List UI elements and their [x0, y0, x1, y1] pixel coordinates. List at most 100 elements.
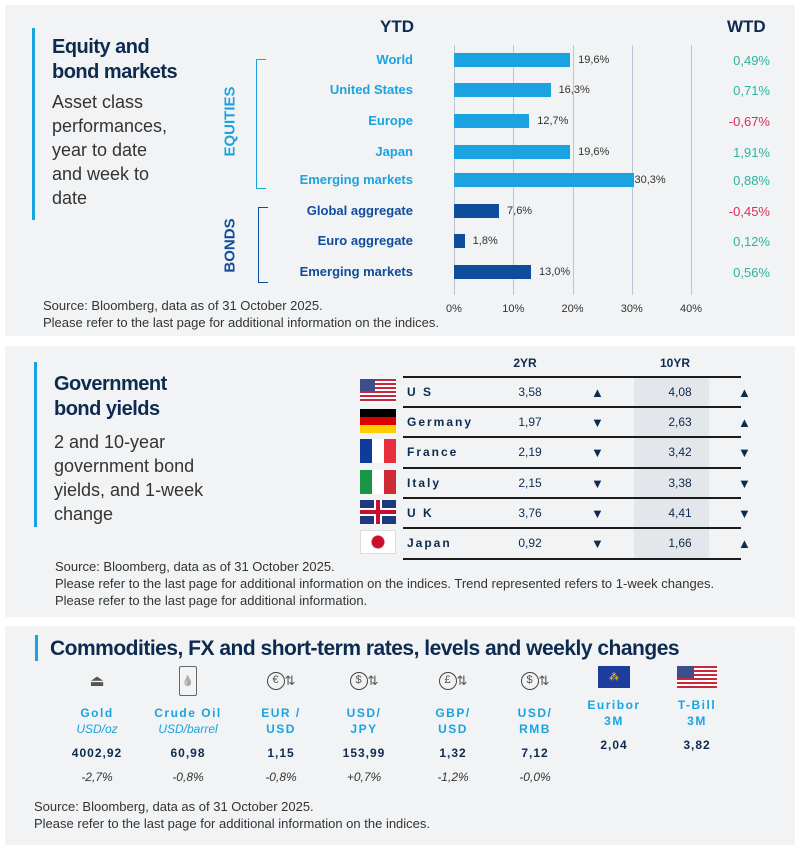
item-name: Gold [80, 706, 114, 720]
fr-flag-icon [360, 439, 396, 464]
yield-2yr: 2,19 [518, 445, 542, 460]
yield-10yr: 3,38 [668, 475, 692, 490]
item-value: 1,15 [267, 746, 295, 760]
item-value: 60,98 [170, 746, 206, 760]
commodity-item: ⁂ Euribor 3M 2,04 [569, 664, 659, 776]
eu-flag-icon: ⁂ [598, 666, 630, 688]
arrow-down-icon: ▼ [738, 475, 751, 491]
x-tick-label: 40% [679, 303, 703, 315]
panel-title: Government bond yields [54, 372, 167, 422]
yield-2yr: 2,15 [518, 475, 542, 490]
item-name: Euribor [587, 698, 641, 712]
item-unit: USD/oz [76, 722, 118, 736]
title-line: Government [54, 373, 167, 395]
item-name-line2: 3M [687, 714, 707, 728]
commodity-item: € ⇅ EUR / USD 1,15 -0,8% [236, 664, 326, 784]
x-tick-label: 20% [561, 303, 584, 315]
wtd-value: 0,49% [733, 53, 770, 68]
arrow-down-icon: ▼ [591, 445, 604, 461]
arrow-down-icon: ▼ [738, 445, 751, 461]
item-change: -0,0% [519, 770, 551, 784]
it-flag-icon [360, 469, 396, 494]
yield-10yr: 4,41 [668, 505, 692, 520]
flag-canton [677, 666, 694, 678]
item-name: USD/ [517, 706, 553, 720]
table-row: France 2,19 ▼ 3,42 ▼ [403, 436, 751, 466]
item-value: 2,04 [600, 738, 628, 752]
note-line: Please refer to the last page for additi… [34, 816, 431, 831]
arrow-up-icon: ▲ [738, 415, 751, 431]
item-name: USD/ [346, 706, 382, 720]
exchange-arrows-icon: ⇅ [456, 673, 468, 688]
item-name-line2: USD [438, 722, 468, 736]
gridline [691, 45, 692, 295]
jp-flag-icon [360, 530, 396, 554]
source-line: Source: Bloomberg, data as of 31 October… [34, 799, 314, 814]
commodity-item: $ ⇅ USD/JPY 153,99 +0,7% [319, 664, 409, 784]
arrow-up-icon: ▲ [591, 385, 604, 400]
arrow-down-icon: ▼ [591, 475, 604, 491]
equities-label: EQUITIES [221, 86, 239, 157]
flag-canton [360, 379, 375, 391]
value-label: 13,0% [539, 266, 571, 278]
wtd-value: 1,91% [733, 145, 770, 160]
source-text: Source: Bloomberg, data as of 31 October… [43, 297, 439, 331]
gridline [454, 45, 455, 295]
value-label: 12,7% [537, 115, 569, 127]
value-label: 1,8% [472, 235, 498, 247]
us-flag-icon [360, 379, 396, 403]
de-flag-icon [360, 409, 396, 434]
value-label: 19,6% [578, 54, 610, 66]
x-tick-label: 10% [502, 303, 525, 315]
accent-line [34, 362, 37, 527]
item-change [569, 762, 659, 776]
table-row: U S 3,58 ▲ 4,08 ▲ [403, 376, 751, 406]
commodity-item: T-Bill 3M 3,82 [652, 664, 742, 776]
category-label: Europe [368, 113, 413, 128]
bond-yields-panel: Government bond yields 2 and 10-year gove… [5, 346, 795, 617]
col-2yr-header: 2YR [513, 356, 537, 370]
item-name-line2: RMB [519, 722, 551, 736]
note-line: Please refer to the last page for additi… [43, 315, 440, 330]
table-bottom-line [403, 558, 741, 560]
country-name: Italy [407, 475, 442, 490]
country-name: Germany [407, 415, 474, 430]
wtd-value: 0,12% [733, 234, 770, 249]
bar [454, 173, 634, 187]
source-line: Source: Bloomberg, data as of 31 October… [55, 559, 335, 574]
ytd-header: YTD [380, 17, 414, 36]
yield-10yr: 3,42 [668, 445, 692, 460]
item-name: GBP/ [435, 706, 471, 720]
yield-10yr: 2,63 [668, 415, 692, 430]
equities-bracket [256, 59, 266, 189]
source-line: Source: Bloomberg, data as of 31 October… [43, 298, 323, 313]
note-line: Please refer to the last page for additi… [55, 576, 715, 608]
commodity-item: ⏏ Gold USD/oz 4002,92 -2,7% [52, 664, 142, 784]
wtd-header: WTD [727, 17, 766, 36]
wtd-value: 0,88% [733, 173, 770, 188]
bonds-bracket [258, 207, 268, 283]
wtd-value: 0,56% [733, 265, 770, 280]
item-name: Crude Oil [154, 706, 222, 720]
panel-subtitle: 2 and 10-year government bond yields, an… [54, 432, 204, 524]
equity-bond-panel: Equity and bond markets Asset class perfo… [5, 5, 795, 336]
col-10yr-header: 10YR [659, 356, 691, 370]
us-flag-icon [677, 666, 717, 688]
wtd-value: -0,67% [728, 114, 770, 129]
country-name: U S [407, 385, 434, 399]
source-text: Source: Bloomberg, data as of 31 October… [34, 798, 430, 832]
category-label: World [376, 52, 413, 67]
category-label: Emerging markets [299, 264, 413, 279]
item-name-line2: JPY [350, 722, 378, 736]
category-label: Japan [375, 144, 413, 159]
item-unit: USD/barrel [158, 722, 218, 736]
exchange-arrows-icon: ⇅ [284, 673, 296, 688]
title-line: bond markets [52, 61, 178, 83]
exchange-arrows-icon: ⇅ [538, 673, 550, 688]
arrow-up-icon: ▲ [738, 536, 751, 551]
item-name-line2: USD [266, 722, 296, 736]
value-label: 16,3% [558, 84, 590, 96]
item-name-line2: 3M [604, 714, 624, 728]
arrow-down-icon: ▼ [591, 536, 604, 551]
commodities-panel: Commodities, FX and short-term rates, le… [5, 626, 795, 845]
